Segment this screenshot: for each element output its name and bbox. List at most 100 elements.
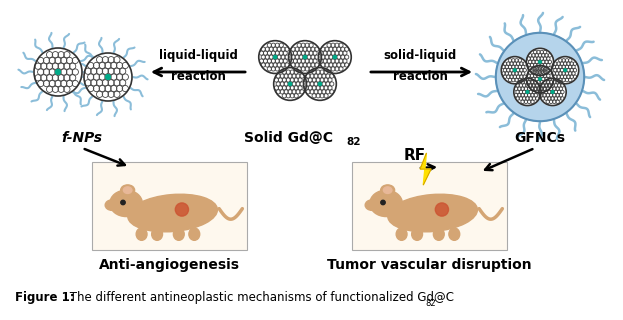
Ellipse shape: [110, 190, 143, 217]
Ellipse shape: [531, 84, 535, 87]
Ellipse shape: [520, 75, 523, 78]
Ellipse shape: [55, 80, 61, 87]
Ellipse shape: [273, 68, 307, 100]
Ellipse shape: [506, 62, 510, 65]
Ellipse shape: [264, 59, 268, 63]
Ellipse shape: [365, 200, 379, 211]
Ellipse shape: [541, 67, 545, 70]
Ellipse shape: [269, 63, 273, 67]
Circle shape: [318, 82, 321, 85]
Ellipse shape: [295, 47, 299, 51]
Ellipse shape: [540, 68, 543, 71]
Ellipse shape: [329, 63, 333, 67]
Ellipse shape: [327, 51, 331, 55]
Ellipse shape: [543, 87, 546, 91]
Ellipse shape: [305, 59, 309, 63]
Ellipse shape: [267, 51, 272, 55]
Ellipse shape: [122, 85, 128, 92]
Ellipse shape: [37, 80, 44, 87]
Ellipse shape: [316, 78, 320, 82]
Ellipse shape: [537, 81, 540, 84]
Circle shape: [551, 91, 554, 93]
Ellipse shape: [503, 62, 506, 65]
Ellipse shape: [271, 67, 275, 71]
Ellipse shape: [117, 85, 123, 92]
Ellipse shape: [562, 78, 566, 82]
Ellipse shape: [563, 68, 567, 72]
Ellipse shape: [540, 70, 543, 74]
Ellipse shape: [341, 63, 345, 67]
Ellipse shape: [309, 43, 313, 47]
Ellipse shape: [522, 84, 526, 87]
Ellipse shape: [320, 86, 324, 90]
Ellipse shape: [269, 47, 273, 51]
Ellipse shape: [521, 80, 525, 84]
Ellipse shape: [275, 43, 280, 47]
Ellipse shape: [283, 59, 287, 63]
Ellipse shape: [331, 67, 335, 71]
Ellipse shape: [532, 90, 536, 94]
Ellipse shape: [508, 65, 512, 69]
Ellipse shape: [531, 80, 535, 84]
Ellipse shape: [305, 67, 309, 71]
Text: solid-liquid: solid-liquid: [383, 50, 457, 62]
Ellipse shape: [324, 78, 328, 82]
Ellipse shape: [530, 63, 534, 67]
Ellipse shape: [47, 86, 53, 92]
Ellipse shape: [276, 82, 280, 86]
Ellipse shape: [565, 72, 569, 75]
Ellipse shape: [545, 84, 548, 87]
Ellipse shape: [533, 57, 537, 60]
Ellipse shape: [508, 78, 512, 82]
Ellipse shape: [324, 94, 328, 98]
Ellipse shape: [259, 51, 264, 55]
Ellipse shape: [52, 52, 59, 58]
Ellipse shape: [554, 90, 558, 94]
Ellipse shape: [519, 90, 523, 94]
Ellipse shape: [548, 60, 551, 64]
Ellipse shape: [543, 50, 547, 54]
Ellipse shape: [288, 90, 292, 94]
Ellipse shape: [511, 65, 515, 69]
Ellipse shape: [341, 55, 345, 59]
Ellipse shape: [563, 62, 567, 65]
Ellipse shape: [508, 72, 512, 75]
Ellipse shape: [55, 69, 61, 75]
Ellipse shape: [541, 53, 545, 57]
Ellipse shape: [326, 74, 330, 78]
Ellipse shape: [189, 228, 200, 240]
Ellipse shape: [284, 74, 288, 78]
Ellipse shape: [309, 59, 313, 63]
Ellipse shape: [538, 84, 542, 87]
Ellipse shape: [97, 91, 103, 97]
Ellipse shape: [515, 72, 518, 75]
Ellipse shape: [321, 90, 326, 94]
Ellipse shape: [88, 85, 94, 92]
Ellipse shape: [279, 43, 283, 47]
Ellipse shape: [85, 68, 91, 74]
Ellipse shape: [283, 51, 287, 55]
Ellipse shape: [310, 90, 314, 94]
Ellipse shape: [67, 80, 73, 87]
Ellipse shape: [274, 78, 278, 82]
Ellipse shape: [529, 90, 533, 94]
Ellipse shape: [345, 47, 349, 51]
Ellipse shape: [511, 72, 515, 75]
Ellipse shape: [323, 59, 327, 63]
Ellipse shape: [271, 43, 275, 47]
Ellipse shape: [325, 63, 329, 67]
Ellipse shape: [297, 67, 302, 71]
Ellipse shape: [541, 60, 545, 64]
Ellipse shape: [121, 185, 135, 196]
Ellipse shape: [267, 43, 272, 47]
Ellipse shape: [528, 67, 532, 70]
Ellipse shape: [284, 90, 288, 94]
Ellipse shape: [99, 62, 105, 68]
Ellipse shape: [311, 63, 315, 67]
Ellipse shape: [279, 51, 283, 55]
Ellipse shape: [291, 47, 295, 51]
Ellipse shape: [292, 82, 296, 86]
Ellipse shape: [136, 228, 147, 240]
Ellipse shape: [49, 80, 55, 87]
Ellipse shape: [277, 63, 281, 67]
